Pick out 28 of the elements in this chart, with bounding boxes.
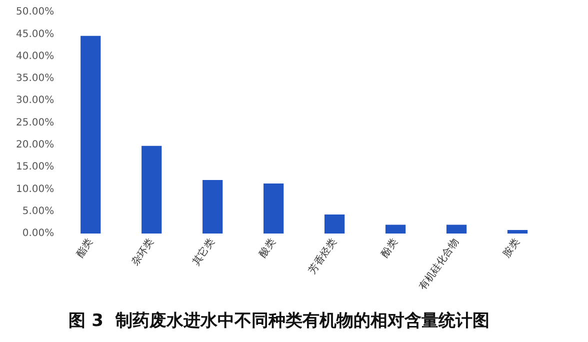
x-tick-label: 其它类 (190, 236, 218, 268)
y-tick-label: 25.00% (16, 117, 54, 128)
x-tick-label: 芳香烃类 (306, 236, 340, 276)
bar (202, 180, 223, 234)
x-tick-label: 有机硅化合物 (416, 236, 462, 292)
y-tick-label: 0.00% (22, 228, 54, 240)
y-tick-label: 5.00% (22, 206, 54, 218)
x-tick-label: 酯类 (74, 236, 96, 260)
x-tick-label: 酚类 (378, 236, 400, 260)
bar (446, 224, 467, 234)
bar (142, 146, 162, 234)
bar (80, 36, 101, 234)
y-tick-label: 15.00% (16, 162, 54, 173)
bar (385, 224, 406, 234)
bar (507, 230, 528, 234)
bar (324, 214, 345, 234)
y-tick-label: 45.00% (16, 28, 54, 40)
y-tick-label: 40.00% (16, 50, 54, 62)
x-tick-label: 杂环类 (129, 236, 156, 268)
y-tick-label: 35.00% (16, 73, 54, 84)
x-tick-label: 酸类 (256, 236, 278, 260)
y-tick-label: 50.00% (16, 6, 54, 18)
y-tick-label: 10.00% (16, 184, 54, 195)
y-tick-label: 20.00% (16, 140, 54, 151)
y-tick-label: 30.00% (16, 95, 54, 106)
text: 图 3 制药废水进水中不同种类有机物的相对含量统计图 (68, 311, 490, 332)
bar (264, 183, 284, 234)
x-tick-label: 胺类 (500, 236, 522, 260)
